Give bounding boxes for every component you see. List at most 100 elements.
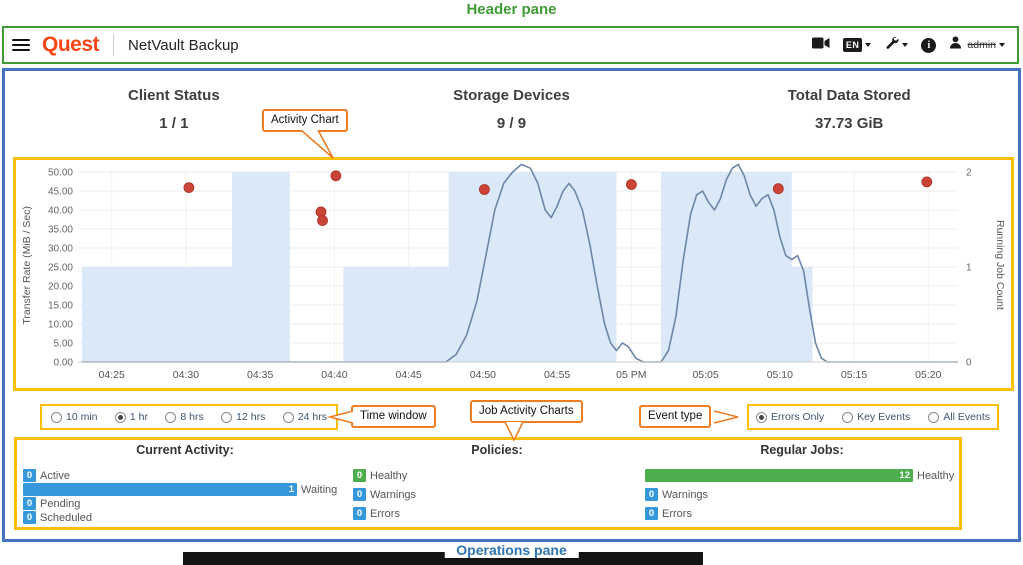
event-type-radio-group: Errors Only Key Events All Events: [747, 404, 999, 430]
summary-value: 37.73 GiB: [814, 115, 884, 132]
y-axis-title-right: Running Job Count: [994, 220, 1006, 310]
radio-option-10-min[interactable]: 10 min: [51, 411, 98, 423]
svg-text:05:10: 05:10: [767, 369, 793, 381]
svg-text:05 PM: 05 PM: [616, 369, 646, 381]
radio-icon: [756, 411, 767, 423]
radio-label: All Events: [943, 411, 990, 423]
ops-bar-value: 0: [356, 489, 363, 500]
ops-bar-label: Active: [40, 469, 70, 482]
summary-card-total-data-stored[interactable]: Total Data Stored 37.73 GiB: [680, 87, 1018, 132]
svg-text:05:20: 05:20: [915, 369, 941, 381]
ops-bar: 0: [23, 511, 36, 524]
ops-bar: 0: [645, 488, 658, 501]
radio-option-12-hrs[interactable]: 12 hrs: [221, 411, 265, 423]
radio-icon: [928, 411, 940, 423]
svg-text:1: 1: [966, 263, 972, 274]
tools-dropdown[interactable]: [884, 35, 909, 55]
video-camera-icon: [811, 36, 830, 54]
radio-icon: [51, 411, 62, 423]
chevron-down-icon: [902, 43, 909, 47]
user-menu[interactable]: admin: [949, 36, 1005, 54]
radio-option-8-hrs[interactable]: 8 hrs: [165, 411, 204, 423]
app-title: NetVault Backup: [128, 36, 239, 54]
ops-bar-row-waiting: 1 Waiting: [23, 483, 347, 496]
ops-bar-value: 12: [899, 470, 910, 481]
svg-text:20.00: 20.00: [48, 282, 73, 293]
ops-bar-row-healthy: 0 Healthy: [353, 469, 641, 482]
radio-icon: [282, 411, 294, 423]
callout-activity-chart: Activity Chart: [262, 109, 348, 132]
ops-bar-value: 0: [26, 498, 33, 509]
regular-jobs-chart: Regular Jobs: 12 Healthy 0 Warnings 0 Errors: [645, 443, 959, 526]
svg-text:05:05: 05:05: [692, 369, 718, 381]
ops-bar-label: Warnings: [370, 488, 417, 501]
chevron-down-icon: [999, 43, 1005, 47]
ops-bar-row-scheduled: 0 Scheduled: [23, 511, 347, 524]
svg-text:04:40: 04:40: [321, 369, 347, 381]
radio-label: Errors Only: [771, 411, 825, 423]
radio-option-all-events[interactable]: All Events: [928, 411, 990, 423]
ops-bar-value: 0: [648, 489, 655, 500]
ops-bar: 0: [353, 488, 366, 501]
summary-title: Client Status: [127, 87, 220, 104]
radio-label: 1 hr: [129, 411, 149, 423]
ops-bar-row-healthy: 12 Healthy: [645, 469, 959, 482]
svg-text:0.00: 0.00: [54, 358, 74, 369]
callout-job-activity-charts: Job Activity Charts: [470, 400, 583, 423]
radio-option-1-hr[interactable]: 1 hr: [114, 411, 149, 423]
ops-bar-label: Errors: [662, 507, 692, 520]
help-button[interactable]: [921, 37, 937, 53]
svg-text:40.00: 40.00: [48, 206, 73, 217]
radio-option-24-hrs[interactable]: 24 hrs: [282, 411, 327, 423]
desktop-taskbar-strip: [183, 552, 703, 565]
svg-text:2: 2: [966, 168, 972, 179]
ops-bar: 0: [353, 507, 366, 520]
radio-label: 12 hrs: [236, 411, 266, 423]
svg-text:50.00: 50.00: [48, 168, 73, 179]
ops-bar-value: 1: [288, 484, 294, 495]
video-tutorials-button[interactable]: [811, 36, 830, 54]
operations-pane: Current Activity: 0 Active 1 Waiting 0 Pendin…: [14, 437, 962, 530]
activity-chart: Transfer Rate (MiB / Sec) 0.00 5.00 10.00 1…: [13, 157, 1014, 391]
ops-bar-row-warnings: 0 Warnings: [645, 488, 959, 501]
ops-bar-label: Scheduled: [40, 511, 92, 524]
language-icon: EN: [842, 38, 863, 52]
svg-text:10.00: 10.00: [48, 320, 73, 331]
summary-row: Client Status 1 / 1 Storage Devices 9 / …: [5, 87, 1018, 132]
ops-bar-label: Healthy: [370, 469, 408, 482]
summary-title: Total Data Stored: [787, 87, 911, 104]
header-icon-group: EN admin: [811, 35, 1005, 55]
summary-title: Storage Devices: [453, 87, 570, 104]
radio-label: 8 hrs: [180, 411, 204, 423]
header-divider: [113, 34, 115, 56]
radio-label: Key Events: [857, 411, 911, 423]
header-pane: Quest NetVault Backup EN: [2, 26, 1019, 64]
ops-bar-label: Warnings: [662, 488, 709, 501]
ops-bar: 1: [23, 483, 297, 496]
language-dropdown[interactable]: EN: [842, 38, 872, 52]
summary-card-client-status[interactable]: Client Status 1 / 1: [5, 87, 343, 132]
ops-bar-row-active: 0 Active: [23, 469, 347, 482]
radio-option-key-events[interactable]: Key Events: [842, 411, 910, 423]
ops-rows: 0 Active 1 Waiting 0 Pending 0 Scheduled: [23, 469, 347, 524]
summary-value: 9 / 9: [496, 115, 527, 132]
hamburger-menu-icon[interactable]: [12, 36, 30, 54]
ops-bar-value: 0: [26, 470, 33, 481]
ops-rows: 12 Healthy 0 Warnings 0 Errors: [645, 469, 959, 520]
radio-label: 24 hrs: [297, 411, 327, 423]
radio-option-errors-only[interactable]: Errors Only: [756, 411, 824, 423]
ops-rows: 0 Healthy 0 Warnings 0 Errors: [353, 469, 641, 520]
svg-text:05:15: 05:15: [841, 369, 867, 381]
ops-bar: 0: [23, 497, 36, 510]
radio-icon: [842, 411, 854, 423]
svg-text:15.00: 15.00: [48, 301, 73, 312]
ops-bar-value: 0: [26, 512, 33, 523]
ops-group-title: Regular Jobs:: [760, 443, 844, 457]
ops-bar-value: 0: [356, 508, 363, 519]
summary-card-storage-devices[interactable]: Storage Devices 9 / 9: [343, 87, 681, 132]
svg-text:04:35: 04:35: [247, 369, 273, 381]
radio-icon: [114, 411, 126, 423]
ops-bar-row-warnings: 0 Warnings: [353, 488, 641, 501]
user-name-label: admin: [967, 39, 996, 51]
